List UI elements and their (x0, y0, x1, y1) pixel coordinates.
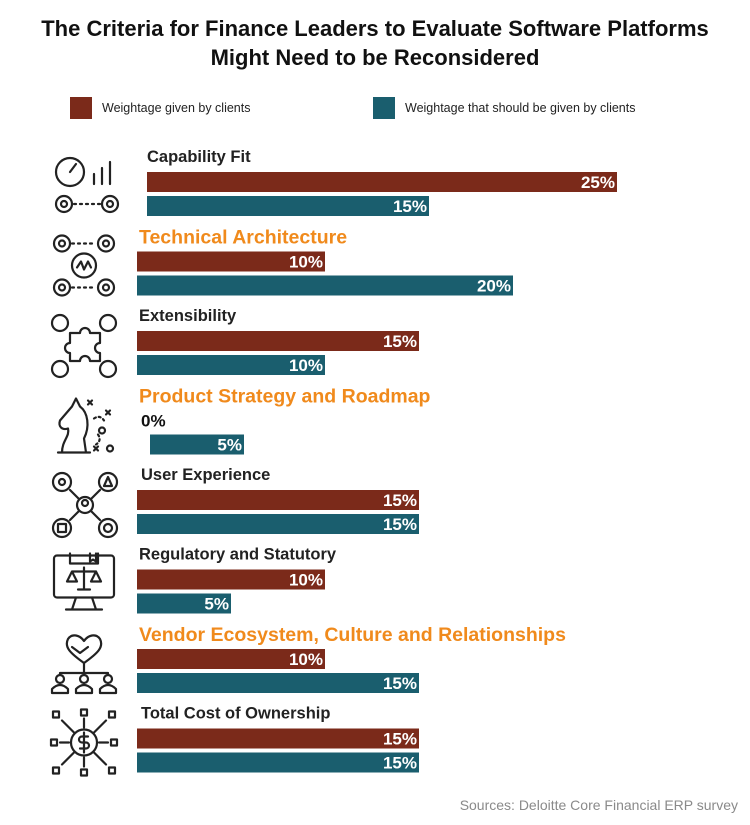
bar-given (137, 251, 325, 272)
legend-label-should: Weightage that should be given by client… (405, 101, 636, 115)
bar-value-label: 20% (477, 277, 511, 296)
bar-value-label: 15% (383, 491, 417, 510)
bar-given (137, 649, 325, 669)
bar-value-label: 15% (383, 332, 417, 351)
puzzle-piece-icon (50, 313, 118, 379)
bar-value-label: 5% (204, 595, 229, 614)
bar-should (137, 355, 325, 375)
bar-chart: Capability Fit 25% 15% Technical Architectu… (49, 148, 617, 777)
bar-should (137, 514, 419, 534)
bar-value-label: 15% (383, 674, 417, 693)
category-label: User Experience (141, 466, 270, 484)
bar-given (137, 331, 419, 351)
gears-network-icon (52, 234, 116, 297)
bar-value-label: 10% (289, 253, 323, 272)
legend-item-should: Weightage that should be given by client… (373, 97, 635, 119)
legend-label-given: Weightage given by clients (102, 101, 251, 115)
category-label: Regulatory and Statutory (139, 546, 337, 564)
chess-knight-strategy-icon (56, 397, 115, 454)
legend-item-given: Weightage given by clients (70, 97, 250, 119)
category-label: Total Cost of Ownership (141, 705, 330, 723)
gauge-chart-gears-icon (54, 156, 120, 214)
category-label: Capability Fit (147, 148, 251, 166)
title-line-2: Might Need to be Reconsidered (210, 45, 540, 70)
bar-value-label: 5% (217, 436, 242, 455)
user-options-icon (51, 471, 119, 539)
bar-should (147, 196, 429, 216)
bar-given (137, 728, 419, 749)
bar-given (147, 172, 617, 192)
category-label: Extensibility (139, 307, 237, 325)
category-label: Vendor Ecosystem, Culture and Relationsh… (139, 624, 566, 646)
category-label: Technical Architecture (139, 227, 347, 249)
source-note: Sources: Deloitte Core Financial ERP sur… (459, 797, 738, 813)
bar-given (137, 490, 419, 510)
legend-swatch-given (70, 97, 92, 119)
title-line-1: The Criteria for Finance Leaders to Eval… (41, 16, 709, 41)
dollar-network-icon (49, 708, 119, 777)
bar-should (137, 593, 231, 614)
bar-should (137, 752, 419, 773)
bar-value-label: 0% (141, 412, 166, 431)
chart-title: The Criteria for Finance Leaders to Eval… (0, 14, 750, 72)
bar-value-label: 15% (383, 730, 417, 749)
bar-value-label: 10% (289, 571, 323, 590)
bar-value-label: 15% (383, 754, 417, 773)
bar-given (137, 569, 325, 590)
bar-value-label: 10% (289, 356, 323, 375)
bar-value-label: 10% (289, 650, 323, 669)
legend-swatch-should (373, 97, 395, 119)
bar-value-label: 15% (393, 197, 427, 216)
handshake-heart-team-icon (50, 634, 118, 695)
bar-should (150, 434, 244, 455)
category-label: Product Strategy and Roadmap (139, 386, 431, 408)
bar-should (137, 673, 419, 693)
bar-should (137, 275, 513, 296)
bar-value-label: 25% (581, 173, 615, 192)
monitor-scales-icon (52, 552, 116, 611)
bar-value-label: 15% (383, 515, 417, 534)
